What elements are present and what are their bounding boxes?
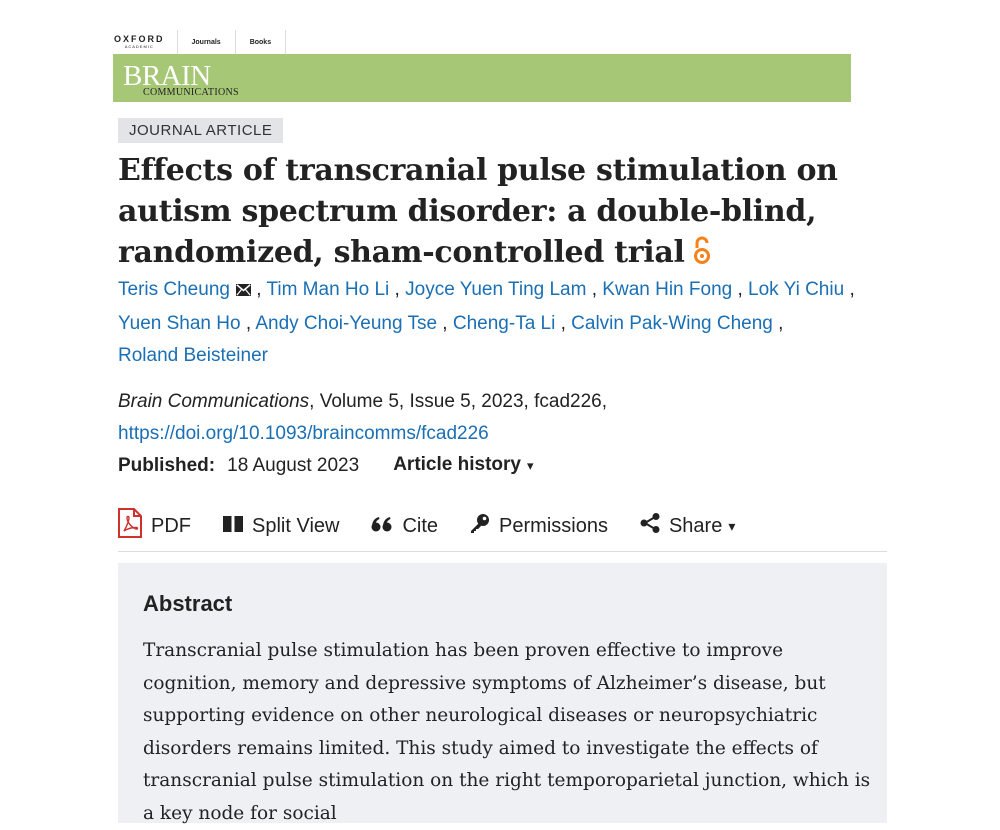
- abstract-heading: Abstract: [143, 591, 233, 616]
- pdf-icon: [118, 508, 142, 544]
- article-history-label: Article history: [393, 454, 521, 475]
- chevron-down-icon: ▾: [728, 517, 736, 534]
- publication-info: Published: 18 August 2023 Article histor…: [118, 450, 534, 481]
- nav-link-journals[interactable]: Journals: [178, 30, 236, 54]
- cite-button[interactable]: Cite: [371, 515, 438, 538]
- published-label: Published:: [118, 454, 216, 476]
- journal-logo-title: BRAIN: [123, 60, 211, 92]
- citation-journal: Brain Communications: [118, 391, 310, 412]
- author-list: Teris Cheung , Tim Man Ho Li , Joyce Yue…: [118, 274, 908, 373]
- author-link[interactable]: Lok Yi Chiu: [748, 279, 845, 300]
- toolbar-divider: [118, 551, 887, 552]
- permissions-button[interactable]: Permissions: [470, 513, 608, 539]
- published-date: 18 August 2023: [227, 454, 360, 476]
- quote-icon: [371, 515, 393, 538]
- author-link[interactable]: Tim Man Ho Li: [266, 279, 390, 300]
- pdf-button[interactable]: PDF: [118, 508, 191, 544]
- citation-details: , Volume 5, Issue 5, 2023, fcad226,: [309, 391, 608, 412]
- author-link[interactable]: Kwan Hin Fong: [602, 279, 733, 300]
- article-title-text: Effects of transcranial pulse stimulatio…: [118, 153, 838, 270]
- share-icon: [640, 513, 660, 539]
- share-label: Share: [668, 514, 723, 537]
- split-view-icon: [223, 515, 243, 538]
- journal-banner[interactable]: BRAIN COMMUNICATIONS: [113, 54, 851, 102]
- author-link[interactable]: Calvin Pak-Wing Cheng: [571, 312, 773, 334]
- article-history-toggle[interactable]: Article history ▾: [393, 450, 533, 481]
- top-navigation: OXFORD ACADEMIC Journals Books: [114, 30, 287, 54]
- journal-logo-subtitle: COMMUNICATIONS: [143, 87, 239, 98]
- split-view-button[interactable]: Split View: [223, 515, 339, 538]
- logo-line-2: ACADEMIC: [124, 43, 154, 49]
- open-access-icon: [693, 236, 711, 277]
- author-link[interactable]: Andy Choi-Yeung Tse: [255, 312, 438, 334]
- abstract-section: Abstract Transcranial pulse stimulation …: [118, 563, 887, 824]
- article-title: Effects of transcranial pulse stimulatio…: [118, 150, 908, 277]
- share-button[interactable]: Share ▾: [640, 513, 735, 539]
- doi-link[interactable]: https://doi.org/10.1093/braincomms/fcad2…: [118, 423, 489, 444]
- author-link[interactable]: Cheng-Ta Li: [452, 312, 556, 334]
- abstract-text: Transcranial pulse stimulation has been …: [143, 640, 871, 824]
- cite-label: Cite: [402, 514, 439, 537]
- author-link[interactable]: Joyce Yuen Ting Lam: [405, 279, 587, 300]
- author-link[interactable]: Teris Cheung: [118, 279, 230, 300]
- logo-line-1: OXFORD: [114, 33, 165, 44]
- article-type-badge: JOURNAL ARTICLE: [118, 118, 284, 143]
- chevron-down-icon: ▾: [526, 458, 534, 473]
- pdf-label: PDF: [151, 514, 191, 537]
- author-link[interactable]: Roland Beisteiner: [118, 345, 268, 366]
- permissions-label: Permissions: [499, 514, 608, 537]
- oxford-academic-logo[interactable]: OXFORD ACADEMIC: [114, 30, 178, 54]
- author-link[interactable]: Yuen Shan Ho: [118, 312, 241, 334]
- split-view-label: Split View: [252, 514, 340, 537]
- article-toolbar: PDF Split View Cite Permissions Share ▾: [118, 508, 767, 544]
- nav-link-books[interactable]: Books: [236, 30, 287, 54]
- citation-block: Brain Communications, Volume 5, Issue 5,…: [118, 386, 607, 450]
- mail-icon[interactable]: [235, 275, 251, 308]
- key-icon: [470, 513, 490, 539]
